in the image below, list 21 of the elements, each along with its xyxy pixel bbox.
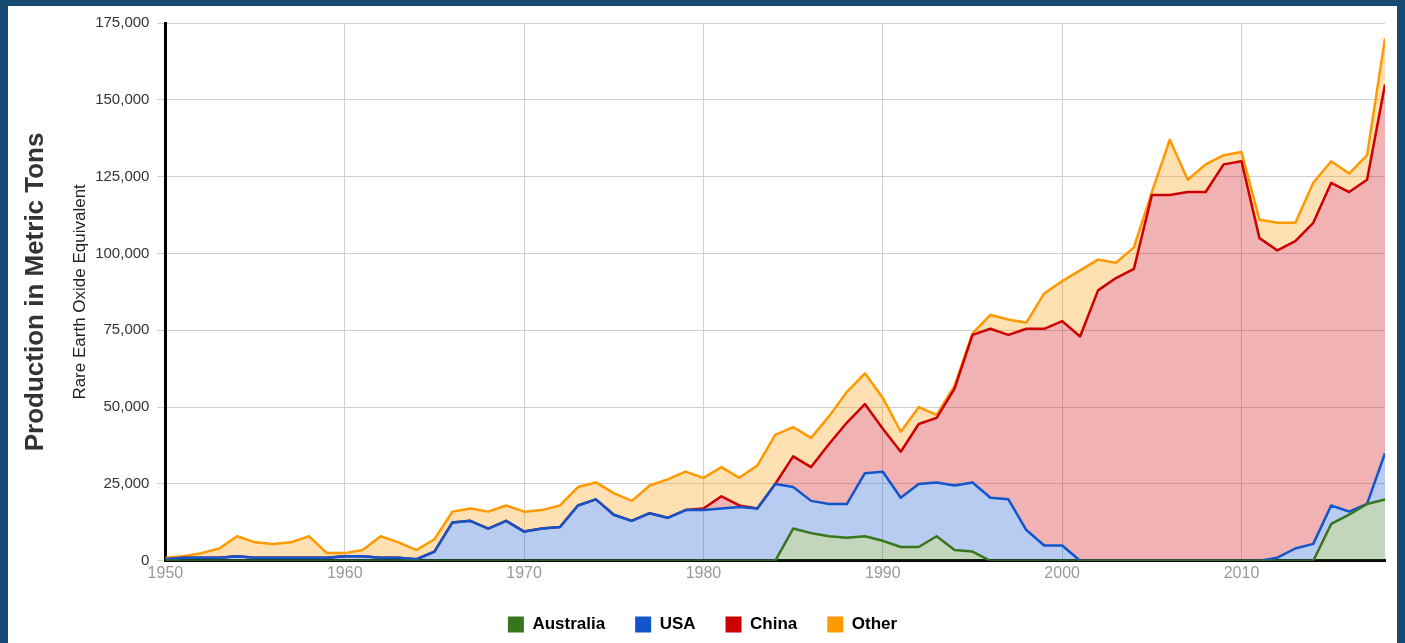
x-tick-label: 2000 xyxy=(1044,563,1081,581)
y-tick-label: 75,000 xyxy=(103,320,150,338)
y-tick-label: 150,000 xyxy=(95,89,150,107)
x-tick-label: 1980 xyxy=(685,563,722,581)
legend-label: USA xyxy=(659,614,696,634)
y-axis-title: Production in Metric Tons xyxy=(18,132,49,452)
legend-label: Other xyxy=(851,614,898,634)
y-tick-label: 125,000 xyxy=(95,166,150,184)
y-tick-label: 0 xyxy=(141,550,150,568)
x-tick-label: 1990 xyxy=(865,563,901,581)
legend-label: China xyxy=(750,614,798,634)
text: Rare Earth Oxide Equivalent xyxy=(69,183,89,400)
x-tick-label: 1970 xyxy=(506,563,543,581)
x-tick-label: 2010 xyxy=(1223,563,1260,581)
y-tick-label: 100,000 xyxy=(95,243,150,261)
y-tick-label: 175,000 xyxy=(95,13,150,31)
x-tick-label: 1950 xyxy=(147,563,184,581)
y-tick-label: 25,000 xyxy=(103,474,150,492)
legend-label: Australia xyxy=(532,614,606,634)
y-tick-label: 50,000 xyxy=(103,397,150,415)
x-tick-label: 1960 xyxy=(326,563,363,581)
